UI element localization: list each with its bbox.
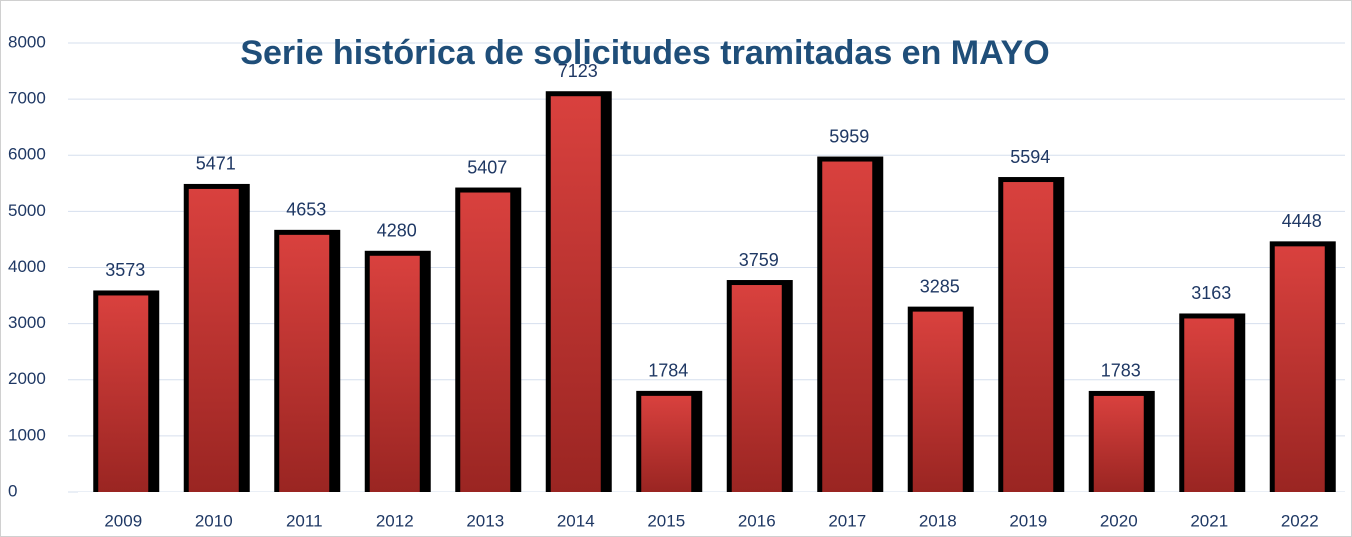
data-label: 3759 xyxy=(739,250,779,270)
x-tick-label: 2009 xyxy=(104,511,142,530)
data-label: 3163 xyxy=(1191,283,1231,303)
y-tick-label: 3000 xyxy=(8,313,46,332)
x-tick-label: 2021 xyxy=(1190,511,1228,530)
bar xyxy=(1093,395,1144,492)
bar xyxy=(460,192,511,493)
data-label: 1784 xyxy=(648,361,688,381)
x-tick-label: 2020 xyxy=(1100,511,1138,530)
bar xyxy=(822,161,873,492)
chart-title: Serie histórica de solicitudes tramitada… xyxy=(240,34,1049,72)
bar xyxy=(188,188,239,492)
data-label: 5407 xyxy=(467,157,507,177)
data-label: 5594 xyxy=(1010,147,1050,167)
bar xyxy=(1003,182,1054,492)
y-tick-label: 6000 xyxy=(8,145,46,164)
y-tick-label: 2000 xyxy=(8,369,46,388)
x-tick-label: 2018 xyxy=(919,511,957,530)
x-tick-label: 2016 xyxy=(738,511,776,530)
x-tick-label: 2012 xyxy=(376,511,414,530)
bar xyxy=(731,285,782,492)
data-label: 7123 xyxy=(558,61,598,81)
bar xyxy=(550,96,601,493)
y-tick-label: 8000 xyxy=(8,32,46,51)
y-tick-label: 5000 xyxy=(8,201,46,220)
x-tick-label: 2015 xyxy=(647,511,685,530)
x-tick-label: 2010 xyxy=(195,511,233,530)
data-label: 4280 xyxy=(377,221,417,241)
bar xyxy=(641,395,692,492)
y-tick-label: 0 xyxy=(8,481,17,500)
x-tick-label: 2011 xyxy=(286,511,323,530)
data-label: 5471 xyxy=(196,154,236,174)
data-label: 1783 xyxy=(1101,361,1141,381)
data-label: 3285 xyxy=(920,276,960,296)
bars: 2009 3573 2010 5471 2011 4653 2012 4280 2013 5407… xyxy=(78,61,1345,530)
x-tick-label: 2013 xyxy=(466,511,504,530)
x-tick-label: 2017 xyxy=(828,511,866,530)
bar xyxy=(1274,246,1325,492)
data-label: 5959 xyxy=(829,126,869,146)
y-tick-label: 4000 xyxy=(8,257,46,276)
x-tick-label: 2014 xyxy=(557,511,595,530)
bar xyxy=(912,311,963,492)
data-label: 4448 xyxy=(1282,211,1322,231)
bar xyxy=(98,295,149,492)
bar xyxy=(279,234,330,492)
x-tick-label: 2019 xyxy=(1009,511,1047,530)
y-tick-label: 1000 xyxy=(8,425,46,444)
bar xyxy=(1184,318,1235,492)
data-label: 4653 xyxy=(286,200,326,220)
x-tick-label: 2022 xyxy=(1281,511,1319,530)
y-tick-label: 7000 xyxy=(8,89,46,108)
bar xyxy=(369,255,420,492)
data-label: 3573 xyxy=(105,260,145,280)
